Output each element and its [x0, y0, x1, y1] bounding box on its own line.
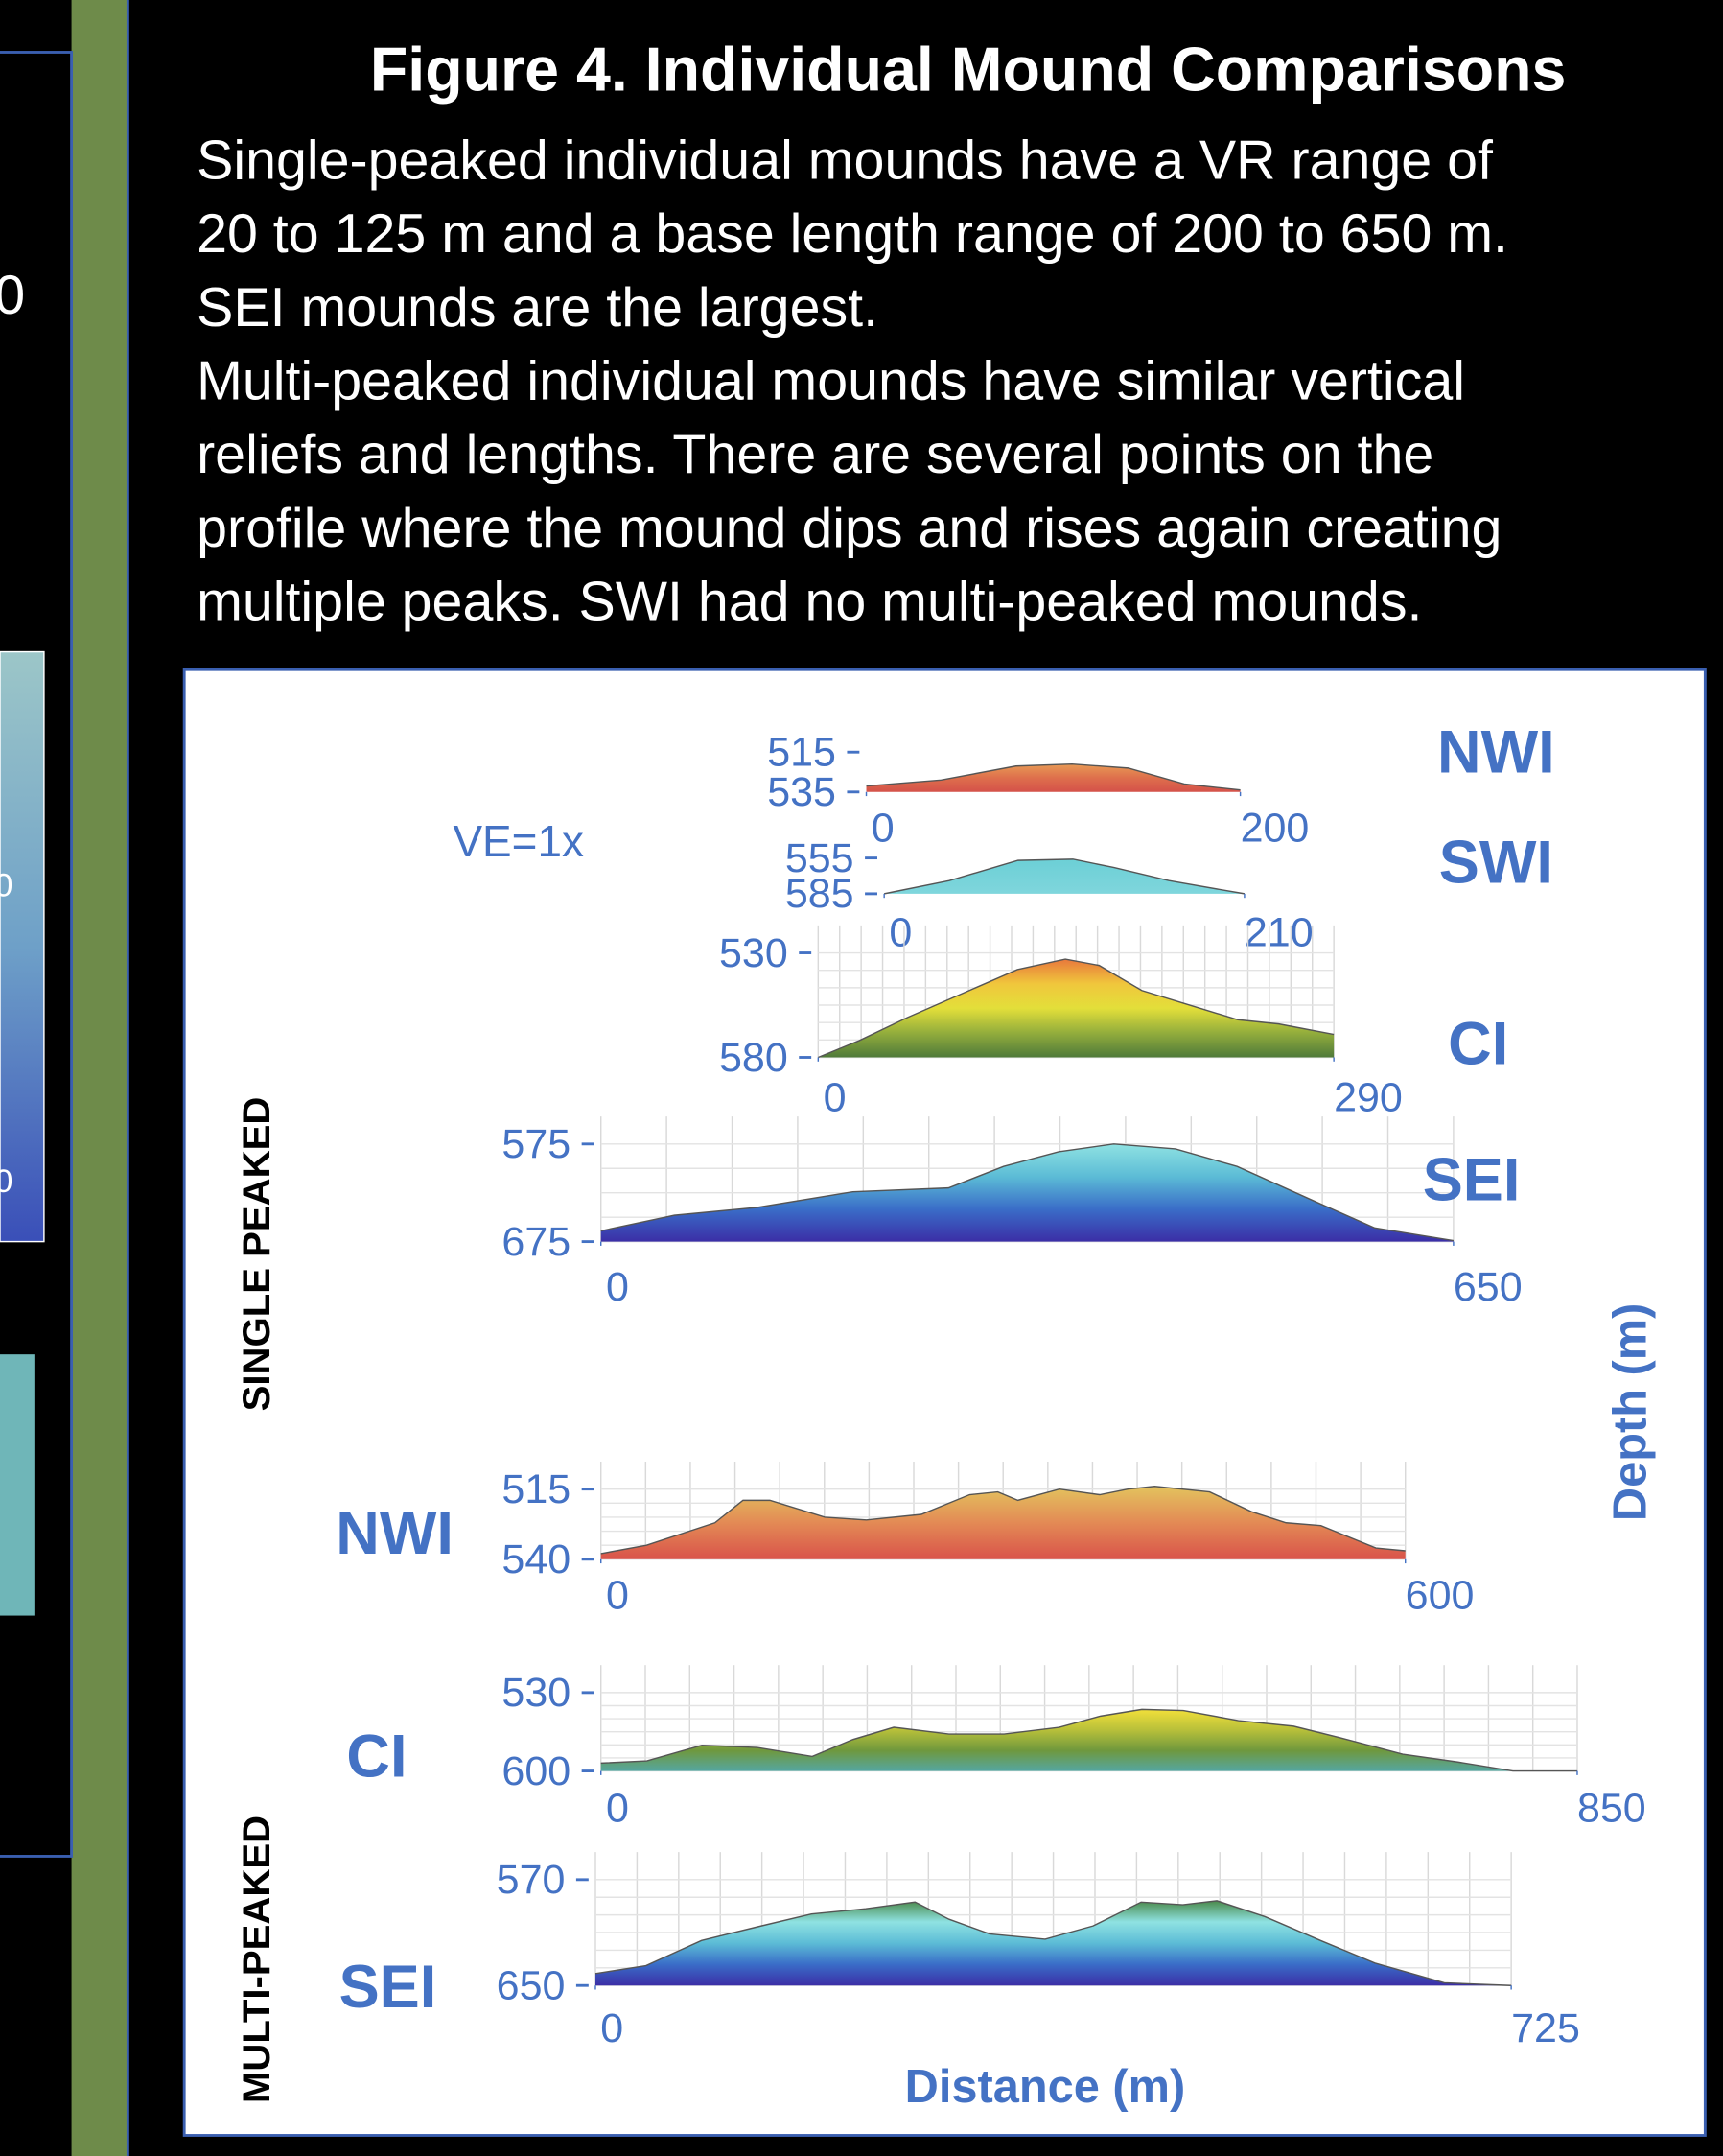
y-tick-label: 600: [501, 1748, 570, 1794]
description-line: profile where the mound dips and rises a…: [197, 498, 1502, 559]
description-line: 20 to 125 m and a base length range of 2…: [197, 203, 1508, 265]
chart-title: CI: [1448, 1011, 1508, 1078]
y-tick-label: 575: [501, 1121, 570, 1167]
y-tick-label: 515: [501, 1466, 570, 1512]
y-tick-label: 535: [767, 769, 836, 815]
x-tick-label: 600: [1406, 1572, 1475, 1618]
x-tick-label: 0: [889, 909, 912, 955]
description-line: reliefs and lengths. There are several p…: [197, 424, 1433, 485]
x-tick-label: 650: [1454, 1264, 1523, 1310]
y-tick-label: 570: [497, 1857, 566, 1903]
x-tick-label: 0: [606, 1786, 629, 1832]
x-tick-label: 200: [1241, 805, 1310, 851]
chart-title: NWI: [1437, 719, 1555, 786]
x-tick-label: 0: [872, 805, 895, 851]
y-tick-label: 580: [719, 1035, 788, 1081]
left-image: [0, 652, 44, 1242]
title: Figure 4. Individual Mound Comparisons: [370, 35, 1567, 105]
y-tick-label: 675: [501, 1219, 570, 1265]
left-label: 0: [0, 265, 25, 326]
x-tick-label: 0: [606, 1572, 629, 1618]
chart-title: SWI: [1439, 829, 1553, 896]
x-tick-label: 725: [1511, 2005, 1580, 2051]
chart-title: NWI: [336, 1500, 454, 1567]
description-line: Multi-peaked individual mounds have simi…: [197, 350, 1465, 411]
x-tick-label: 210: [1245, 909, 1314, 955]
x-tick-label: 290: [1334, 1074, 1403, 1120]
description-line: multiple peaks. SWI had no multi-peaked …: [197, 572, 1422, 633]
green-strip: [72, 0, 128, 2156]
poster: 0 0 0 Figure 4. Individual Mound Compari…: [0, 0, 1723, 2156]
left-label: 0: [0, 1163, 12, 1200]
y-axis-title: Depth (m): [1605, 1303, 1657, 1521]
ve-label: VE=1x: [453, 816, 584, 866]
left-label: 0: [0, 868, 12, 904]
description-line: SEI mounds are the largest.: [197, 277, 878, 339]
left-image-2: [0, 1354, 35, 1615]
y-tick-label: 530: [719, 930, 788, 976]
x-tick-label: 0: [824, 1074, 847, 1120]
page: 0 0 0 Figure 4. Individual Mound Compari…: [0, 0, 1723, 2156]
x-axis-title: Distance (m): [905, 2061, 1186, 2113]
description-line: Single-peaked individual mounds have a V…: [197, 129, 1494, 191]
y-tick-label: 530: [501, 1670, 570, 1716]
group-label: SINGLE PEAKED: [235, 1097, 278, 1412]
x-tick-label: 0: [606, 1264, 629, 1310]
y-tick-label: 585: [785, 871, 854, 917]
y-tick-label: 650: [497, 1963, 566, 2009]
group-label: MULTI-PEAKED: [235, 1816, 278, 2103]
x-tick-label: 850: [1577, 1786, 1646, 1832]
y-tick-label: 540: [501, 1536, 570, 1582]
chart-title: SEI: [1423, 1147, 1521, 1214]
chart-title: CI: [346, 1722, 407, 1790]
chart-title: SEI: [339, 1954, 437, 2021]
x-tick-label: 0: [600, 2005, 623, 2051]
